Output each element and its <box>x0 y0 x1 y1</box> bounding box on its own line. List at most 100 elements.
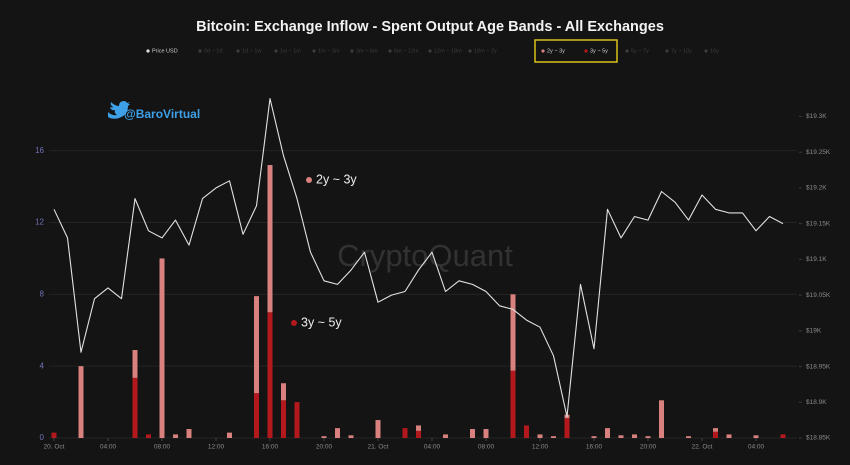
chart-title: Bitcoin: Exchange Inflow - Spent Output … <box>196 19 664 35</box>
legend-label: 12m ~ 18m <box>434 48 462 54</box>
bar <box>753 435 759 438</box>
legend-dot <box>704 49 708 53</box>
bar <box>416 425 421 431</box>
y2-tick-label: $19.05K <box>806 292 831 299</box>
bar <box>173 434 178 438</box>
bar <box>281 400 286 438</box>
bar <box>254 393 259 438</box>
x-tick-label: 12:00 <box>208 444 225 451</box>
bar <box>510 370 516 438</box>
bar <box>645 436 651 438</box>
x-tick-label: 16:00 <box>586 444 603 451</box>
bar <box>254 296 259 394</box>
twitter-icon <box>108 101 130 119</box>
x-tick-label: 20. Oct <box>44 444 65 451</box>
x-tick-label: 08:00 <box>478 444 495 451</box>
legend-label: 10y <box>710 48 719 54</box>
y-tick-label: 8 <box>40 289 45 298</box>
legend-label: 1m ~ 3m <box>318 48 340 54</box>
bar <box>51 432 57 438</box>
bar <box>267 312 273 438</box>
bar <box>78 366 84 438</box>
bar <box>321 436 327 438</box>
x-tick-label: 20:00 <box>316 444 333 451</box>
x-tick-label: 04:00 <box>424 444 441 451</box>
bar <box>146 434 151 438</box>
bar <box>632 434 637 438</box>
bar <box>551 436 556 438</box>
legend-dot <box>584 49 588 53</box>
legend-highlight <box>534 39 618 63</box>
legend-dot <box>236 49 240 53</box>
bar <box>605 428 610 438</box>
twitter-handle: @BaroVirtual <box>124 107 200 121</box>
x-tick-label: 04:00 <box>748 444 765 451</box>
y2-tick-label: $19.1K <box>806 256 827 263</box>
bar <box>537 434 543 438</box>
bar <box>686 436 691 438</box>
legend-label: 6m ~ 12m <box>394 48 419 54</box>
x-tick-label: 12:00 <box>532 444 549 451</box>
bar <box>416 430 421 438</box>
legend-label: 1d ~ 1w <box>242 48 261 54</box>
x-tick-label: 04:00 <box>100 444 117 451</box>
bar <box>713 428 718 432</box>
y-tick-label: 4 <box>40 361 45 370</box>
bar <box>227 432 232 438</box>
legend-dot <box>198 49 202 53</box>
bar <box>470 429 475 438</box>
x-tick-label: 21. Oct <box>368 444 389 451</box>
annotation-dot <box>291 320 297 326</box>
y-tick-label: 16 <box>35 146 44 155</box>
legend-label: 2y ~ 3y <box>547 48 565 54</box>
annotation: 3y ~ 5y <box>301 315 342 329</box>
bar <box>443 434 448 438</box>
bar <box>281 383 286 401</box>
x-tick-label: 08:00 <box>154 444 171 451</box>
legend-label: 7y ~ 10y <box>671 48 692 54</box>
legend-dot <box>312 49 316 53</box>
annotation-dot <box>306 177 312 183</box>
legend-label: 1w ~ 1m <box>280 48 301 54</box>
bar <box>375 420 381 438</box>
legend-dot <box>625 49 629 53</box>
legend-label: 3y ~ 5y <box>590 48 608 54</box>
legend-dot <box>468 49 472 53</box>
legend-label: 5y ~ 7y <box>631 48 649 54</box>
legend-label: 18m ~ 2y <box>474 48 497 54</box>
legend-dot <box>665 49 669 53</box>
bar <box>159 258 165 438</box>
legend-dot <box>274 49 278 53</box>
legend-dot <box>350 49 354 53</box>
y2-tick-label: $19.2K <box>806 185 827 192</box>
bar <box>132 377 138 438</box>
x-tick-label: 22. Oct <box>692 444 713 451</box>
bar <box>510 294 516 371</box>
legend-label: 3m ~ 6m <box>356 48 378 54</box>
bar <box>267 165 273 313</box>
bar <box>335 428 340 438</box>
y2-tick-label: $19.15K <box>806 220 831 227</box>
bar <box>483 429 489 438</box>
y-tick-label: 12 <box>35 218 44 227</box>
y2-tick-label: $18.85K <box>806 435 831 442</box>
bar <box>294 402 300 438</box>
bar <box>591 436 597 438</box>
legend-dot <box>428 49 432 53</box>
y-tick-label: 0 <box>40 433 45 442</box>
y2-tick-label: $19.25K <box>806 149 831 156</box>
legend-label: Price USD <box>152 48 178 54</box>
bar <box>659 400 664 438</box>
bar <box>524 425 529 438</box>
bar <box>618 435 624 438</box>
bar <box>780 434 786 438</box>
annotation: 2y ~ 3y <box>316 172 357 186</box>
legend-label: 0d ~ 1d <box>204 48 223 54</box>
bar <box>713 431 718 438</box>
x-tick-label: 16:00 <box>262 444 279 451</box>
bar <box>726 434 732 438</box>
bar <box>402 428 408 438</box>
